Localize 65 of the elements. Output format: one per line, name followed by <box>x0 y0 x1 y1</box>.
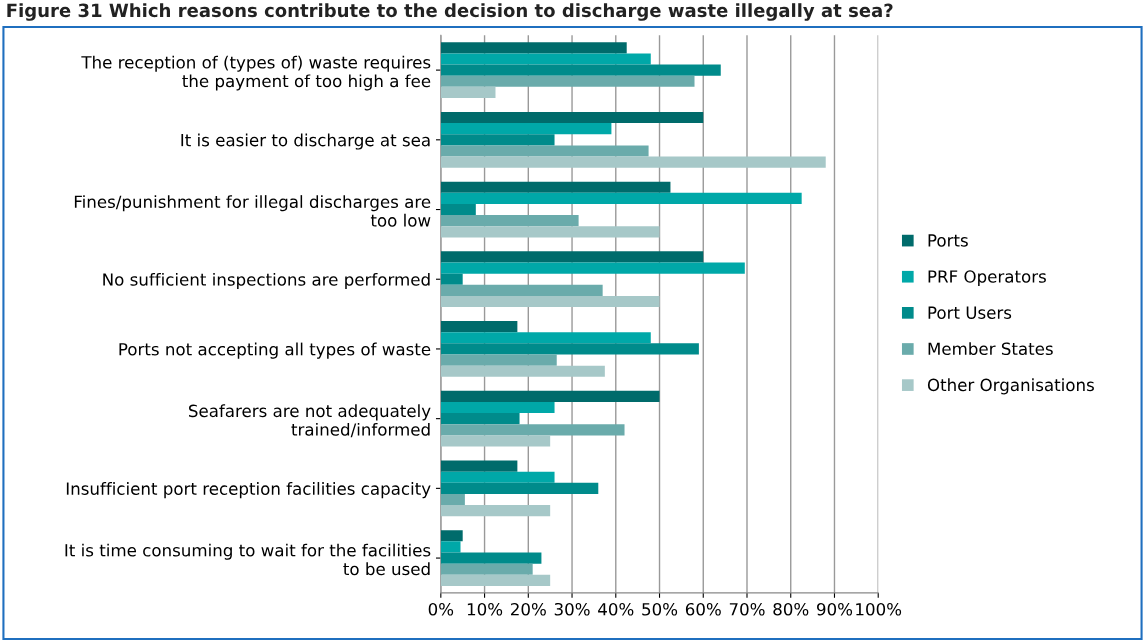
x-tick-label: 30% <box>554 602 590 616</box>
bar <box>440 332 651 344</box>
bar <box>440 435 551 447</box>
bar <box>440 552 542 564</box>
x-tick-label: 0% <box>428 602 454 616</box>
bar <box>440 460 518 472</box>
legend-label: PRF Operators <box>928 270 1046 287</box>
bar <box>440 295 660 308</box>
y-tick-label: Fines/punishment for illegal discharges are too low <box>74 195 431 227</box>
bar <box>440 251 704 263</box>
bar <box>440 226 660 238</box>
bar <box>440 321 518 333</box>
bar <box>440 123 612 135</box>
y-tick-label: It is time consuming to wait for the facilities to be used <box>65 543 431 576</box>
chart-title: Figure 31 Which reasons contribute to the decision to discharge waste illegally at sea? <box>7 3 893 21</box>
x-tick-label: 90% <box>817 602 853 616</box>
bar <box>440 156 826 168</box>
x-tick-label: 60% <box>685 602 721 616</box>
y-tick-label: Seafarers are not adequately trained/informed <box>188 404 431 438</box>
bar <box>440 75 695 87</box>
bar <box>440 343 699 355</box>
bar <box>440 424 625 436</box>
bar <box>440 354 557 366</box>
legend-label: Member States <box>928 342 1053 356</box>
x-tick-label: 40% <box>598 602 634 616</box>
bar <box>440 181 671 193</box>
y-tick-label: Ports not accepting all types of waste <box>119 342 431 359</box>
bar <box>440 401 555 414</box>
x-tick-label: 20% <box>511 602 546 616</box>
y-tick-label: It is easier to discharge at sea <box>181 133 430 150</box>
bar <box>440 86 496 98</box>
bar <box>440 482 599 494</box>
y-tick-label: No sufficient inspections are performed <box>103 272 430 290</box>
bar <box>440 530 463 542</box>
x-tick-label: 50% <box>642 602 678 616</box>
bar <box>440 145 649 157</box>
bar <box>440 493 465 506</box>
bar <box>440 273 463 285</box>
y-tick-label: Insufficient port reception facilities capacity <box>66 482 431 499</box>
bar <box>440 134 555 146</box>
x-tick-label: 70% <box>729 602 765 616</box>
bar <box>440 215 579 227</box>
bar <box>440 390 660 402</box>
bar <box>440 203 476 216</box>
x-tick-label: 80% <box>773 602 809 616</box>
legend-label: Ports <box>928 234 968 247</box>
bar <box>440 53 651 65</box>
bar <box>440 505 551 517</box>
bar <box>440 111 704 124</box>
y-tick-label: The reception of (types of) waste requires the payment of too high a fee <box>81 55 431 91</box>
bar <box>440 284 603 296</box>
bar <box>440 413 520 425</box>
bar <box>440 42 627 54</box>
legend-label: Other Organisations <box>927 378 1094 395</box>
x-tick-label: 100% <box>856 602 902 616</box>
bar <box>440 541 461 553</box>
bar <box>440 574 551 586</box>
bar <box>440 365 605 377</box>
x-tick-label: 10% <box>467 602 503 616</box>
bar <box>440 563 533 575</box>
bar <box>440 192 802 204</box>
bar <box>440 262 745 274</box>
bar <box>440 471 555 483</box>
legend-label: Port Users <box>928 306 1012 319</box>
bar <box>440 64 721 76</box>
